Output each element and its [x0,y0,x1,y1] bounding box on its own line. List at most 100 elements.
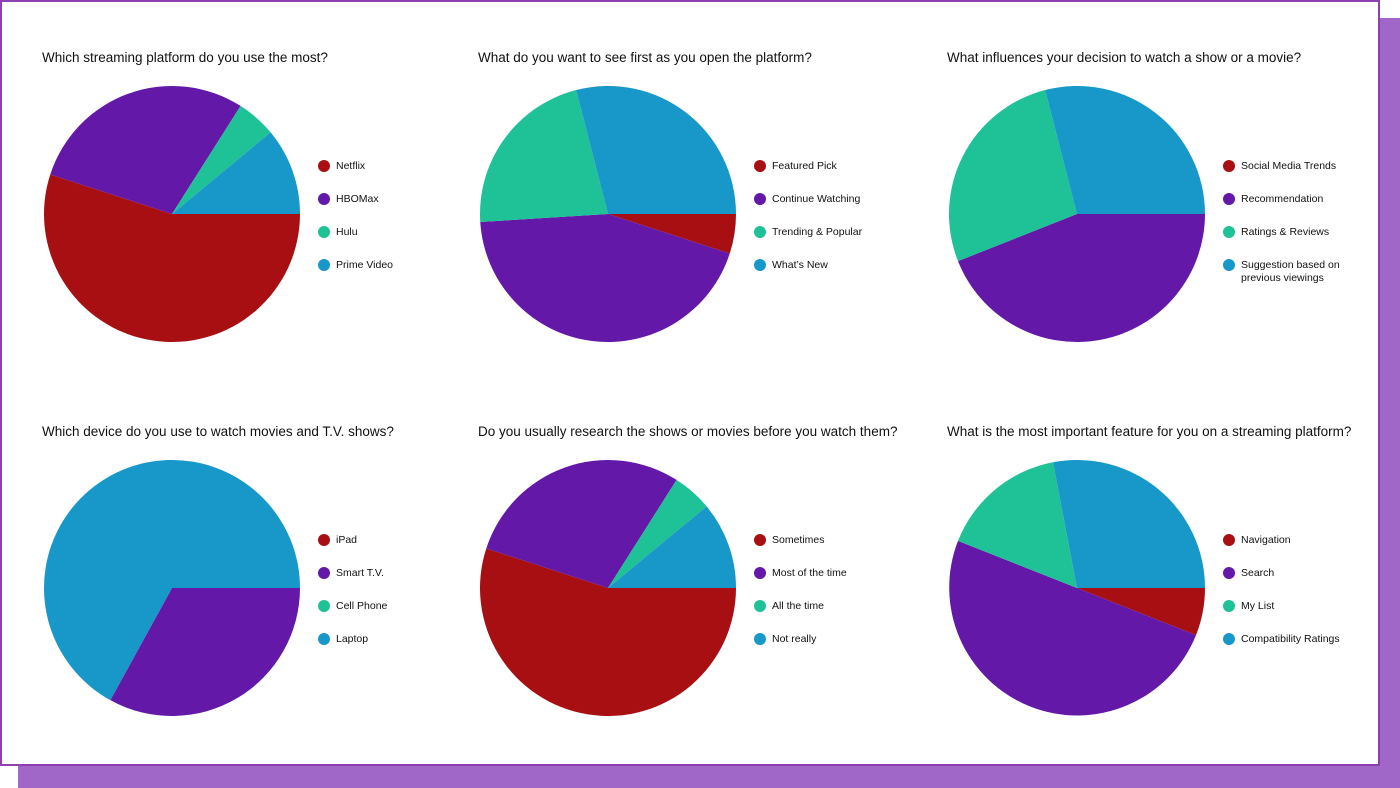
legend-dot-red [754,534,766,546]
legend-item: All the time [754,600,934,633]
chart-title: Which device do you use to watch movies … [42,424,394,439]
legend-item: HBOMax [318,193,498,226]
legend-dot-blue [754,259,766,271]
legend-dot-purple [318,567,330,579]
legend-item: Social Media Trends [1223,160,1400,193]
legend-dot-teal [318,226,330,238]
legend-item: Hulu [318,226,498,259]
legend-label: Navigation [1241,534,1291,546]
legend-dot-red [318,160,330,172]
chart-title: Which streaming platform do you use the … [42,50,328,65]
legend-dot-red [1223,160,1235,172]
chart-title: Do you usually research the shows or mov… [478,424,898,439]
legend-dot-purple [318,193,330,205]
legend-label: Hulu [336,226,358,238]
pie-chart [44,85,300,342]
legend-item: Smart T.V. [318,567,498,600]
pie-slice-purple [949,540,1197,716]
pie-slice-blue [1053,460,1205,588]
legend-dot-teal [1223,600,1235,612]
legend-label: HBOMax [336,193,379,205]
legend-dot-teal [318,600,330,612]
legend-dot-purple [754,193,766,205]
pie-slice-teal [949,90,1077,262]
legend-item: Not really [754,633,934,666]
pie-slice-teal [957,462,1077,588]
legend-label: Recommendation [1241,193,1324,205]
chart-panel-1: Which streaming platform do you use the … [42,50,502,410]
legend-label: Social Media Trends [1241,160,1337,172]
pie-slice-blue [172,132,300,214]
chart-title: What is the most important feature for y… [947,424,1352,439]
pie-slice-red [1077,588,1205,636]
legend-item: Recommendation [1223,193,1400,226]
legend-dot-teal [754,600,766,612]
chart-panel-4: Which device do you use to watch movies … [42,424,502,784]
legend-dot-blue [1223,633,1235,645]
legend-item: iPad [318,534,498,567]
pie-slice-red [480,548,736,716]
legend-item: My List [1223,600,1400,633]
legend-dot-purple [1223,567,1235,579]
legend-label: Smart T.V. [336,567,384,579]
legend-label: Ratings & Reviews [1241,226,1330,238]
pie-slice-purple [110,588,300,717]
pie-chart [949,460,1205,716]
legend-item: Compatibility Ratings [1223,633,1400,666]
legend: Social Media Trends Recommendation Ratin… [1223,160,1400,292]
legend-item: Suggestion based on previous viewings [1223,259,1400,292]
legend-dot-blue [754,633,766,645]
legend-dot-teal [754,226,766,238]
legend-label: Not really [772,633,817,645]
pie-slice-purple [50,85,241,214]
legend-item: Trending & Popular [754,226,934,259]
pie-slice-purple [957,214,1205,342]
legend-item: Navigation [1223,534,1400,567]
pie-slice-teal [608,479,707,588]
legend-label: Featured Pick [772,160,837,172]
chart-panel-3: What influences your decision to watch a… [947,50,1400,410]
legend-dot-red [754,160,766,172]
pie-slice-purple [480,214,730,343]
chart-panel-2: What do you want to see first as you ope… [478,50,938,410]
legend-item: Netflix [318,160,498,193]
chart-title: What influences your decision to watch a… [947,50,1302,65]
legend-label: Search [1241,567,1275,579]
pie-slice-teal [479,90,608,223]
legend-dot-teal [1223,226,1235,238]
legend-label: My List [1241,600,1275,612]
legend-item: What’s New [754,259,934,292]
pie-slice-blue [44,460,301,701]
pie-chart [480,459,736,716]
pie-chart [44,460,301,717]
legend-label: Prime Video [336,259,394,271]
legend-label: What’s New [772,259,828,271]
pie-slice-purple [486,459,677,588]
legend-label: Netflix [336,160,366,172]
legend-item: Featured Pick [754,160,934,193]
chart-panel-5: Do you usually research the shows or mov… [478,424,938,784]
pie-slice-teal [172,105,271,214]
legend-item: Continue Watching [754,193,934,226]
pie-slice-red [608,214,736,254]
legend-dot-blue [318,633,330,645]
legend-dot-blue [1223,259,1235,271]
legend-item: Search [1223,567,1400,600]
pie-slice-blue [576,85,736,214]
legend-item: Sometimes [754,534,934,567]
legend-dot-purple [1223,193,1235,205]
chart-panel-6: What is the most important feature for y… [947,424,1400,784]
pie-chart [949,85,1205,342]
legend-label: Cell Phone [336,600,388,612]
legend-dot-red [318,534,330,546]
legend-label: iPad [336,534,358,546]
legend-item: Ratings & Reviews [1223,226,1400,259]
pie-slice-blue [608,506,736,588]
legend: iPad Smart T.V. Cell Phone Laptop [318,534,498,666]
legend-label: Most of the time [772,567,847,579]
legend-dot-blue [318,259,330,271]
legend-item: Laptop [318,633,498,666]
legend-label: Laptop [336,633,369,645]
pie-slice-red [44,174,300,342]
legend-item: Most of the time [754,567,934,600]
